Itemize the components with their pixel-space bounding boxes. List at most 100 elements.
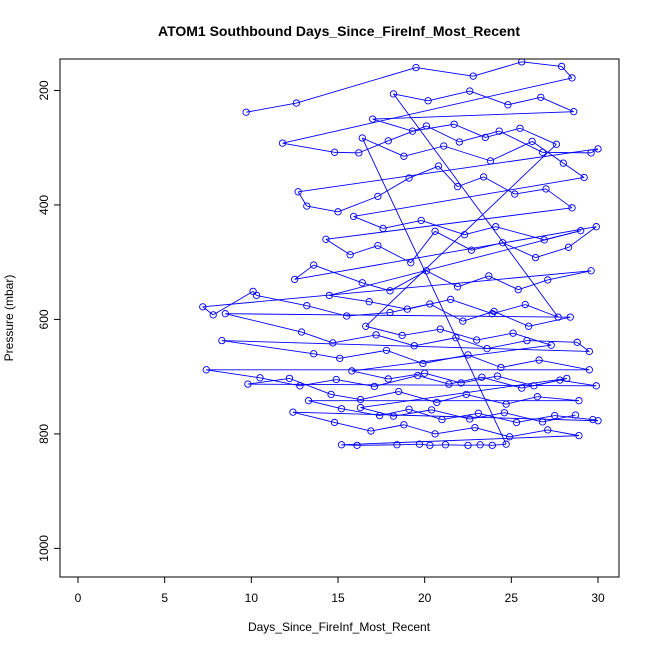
data-point — [199, 303, 207, 311]
series-segment — [393, 93, 429, 102]
series-segment — [438, 165, 458, 187]
y-tick-label: 600 — [37, 309, 51, 329]
series-segment — [431, 409, 470, 420]
series-segment — [518, 279, 548, 291]
data-point — [297, 328, 306, 336]
data-point — [410, 342, 418, 350]
data-point — [535, 356, 543, 364]
series-segment — [528, 316, 571, 327]
data-point — [441, 441, 450, 449]
data-point — [505, 433, 514, 441]
series-segment — [334, 422, 372, 432]
data-point — [422, 267, 431, 275]
series-segment — [393, 409, 432, 417]
series-segment — [493, 311, 529, 327]
series-segment — [393, 93, 559, 318]
series-segment — [509, 429, 548, 438]
data-point — [566, 313, 574, 321]
data-point — [466, 87, 474, 95]
series-segment — [298, 148, 599, 193]
series-segment — [256, 294, 307, 307]
x-tick-label: 0 — [75, 591, 82, 605]
series-segment — [353, 177, 585, 217]
series-segment — [540, 96, 574, 113]
data-point — [400, 421, 408, 429]
data-point — [374, 241, 382, 250]
data-point — [329, 339, 337, 347]
data-point — [594, 145, 602, 153]
data-point — [310, 261, 318, 269]
data-point — [460, 231, 469, 239]
series-segment — [403, 145, 444, 157]
series-segment — [445, 444, 469, 446]
data-point — [336, 354, 344, 362]
series-segment — [369, 301, 408, 310]
data-point — [577, 227, 585, 235]
series-segment — [341, 444, 358, 446]
series-segment — [480, 444, 493, 446]
data-point — [538, 418, 547, 426]
series-points — [199, 58, 602, 449]
data-point — [473, 336, 481, 344]
series-segment — [428, 90, 470, 102]
series-segment — [410, 231, 436, 264]
data-point — [408, 127, 417, 135]
data-point — [386, 287, 394, 295]
data-point — [587, 149, 595, 157]
series-segment — [495, 226, 545, 241]
y-tick-label: 1000 — [37, 535, 51, 562]
data-point — [486, 157, 495, 165]
data-point — [424, 97, 432, 105]
data-point — [575, 431, 583, 440]
data-point — [447, 295, 455, 304]
series-segment — [289, 377, 332, 395]
series-segment — [292, 411, 335, 423]
series-segment — [349, 245, 379, 256]
data-point — [485, 272, 493, 280]
data-point — [528, 137, 536, 146]
series-segment — [514, 188, 547, 195]
data-point — [221, 310, 229, 318]
data-point — [516, 124, 524, 132]
data-point — [356, 403, 365, 412]
data-point — [327, 390, 335, 399]
series-segment — [396, 443, 420, 446]
data-point — [348, 367, 356, 375]
series-segment — [353, 215, 384, 229]
data-point — [334, 208, 342, 216]
series-segment — [519, 127, 557, 145]
data-point — [433, 398, 441, 407]
data-point — [592, 223, 600, 231]
data-point — [547, 341, 555, 349]
data-point — [434, 162, 443, 170]
series-segment — [408, 408, 443, 421]
data-point — [557, 62, 566, 71]
data-point — [346, 251, 354, 259]
data-point — [427, 406, 436, 414]
series-segment — [330, 393, 361, 401]
data-point — [585, 347, 593, 356]
series-segment — [417, 375, 450, 385]
data-point — [365, 298, 373, 306]
data-point — [471, 423, 479, 432]
data-point — [488, 441, 496, 449]
series-segment — [212, 290, 254, 316]
data-series — [199, 58, 602, 449]
data-point — [502, 440, 510, 448]
data-point — [585, 366, 593, 374]
data-point — [393, 441, 401, 449]
series-segment — [252, 291, 257, 296]
series-segment — [486, 340, 528, 350]
series-segment — [313, 353, 340, 359]
data-point — [497, 363, 505, 372]
data-point — [499, 239, 507, 247]
series-segment — [388, 372, 425, 380]
series-segment — [365, 325, 403, 336]
data-point — [587, 267, 595, 275]
data-point — [453, 182, 462, 191]
data-point — [291, 275, 299, 284]
x-tick-label: 10 — [245, 591, 259, 605]
series-segment — [308, 400, 342, 410]
data-point — [353, 441, 361, 449]
series-segment — [467, 444, 481, 446]
